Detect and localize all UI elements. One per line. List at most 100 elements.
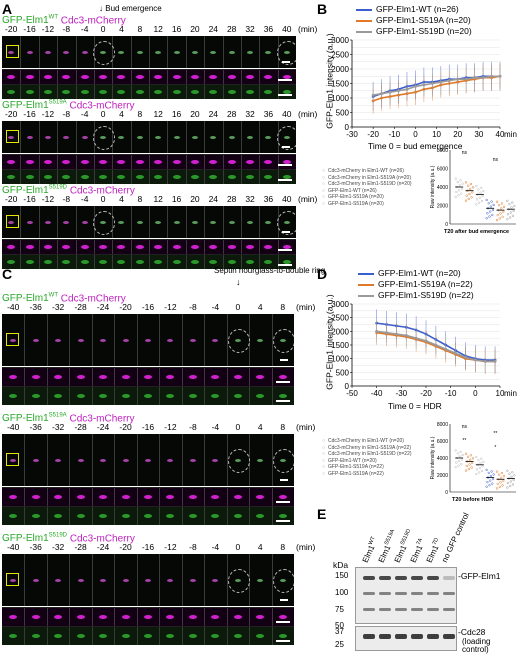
time-tick-label: 24	[208, 24, 219, 34]
y-tick-label: 1500	[331, 341, 349, 350]
mw-marker: 50	[335, 621, 344, 630]
inset-point	[469, 182, 473, 186]
elm1-signal	[76, 514, 85, 518]
septin-signal	[246, 245, 255, 249]
inset-point	[467, 467, 470, 471]
y-tick-label: 0	[345, 123, 350, 132]
inset-point	[481, 194, 484, 198]
time-tick-label: -20	[5, 109, 18, 119]
inset-point	[471, 457, 475, 460]
septin-signal	[282, 160, 291, 164]
elm1-signal	[135, 260, 144, 264]
background-band	[395, 592, 407, 595]
time-ticks: -40 -36 -32 -28 -24 -20 -16 -12 -8 -4 0 4 8	[2, 422, 294, 432]
time-tick-label: 32	[245, 24, 255, 34]
time-tick-label: -28	[74, 302, 87, 312]
time-tick-label: -28	[74, 422, 87, 432]
time-tick-label: -4	[211, 302, 220, 312]
x-tick-label: 30	[474, 130, 483, 139]
scale-bar	[278, 249, 292, 251]
lane-variant: 7A	[415, 537, 424, 547]
elm1-signal	[99, 394, 108, 398]
septin-signal	[264, 160, 273, 164]
y-tick-label: 4000	[437, 185, 448, 191]
row-title: GFP-Elm1S519D Cdc3-mCherry	[2, 182, 135, 197]
data-point	[490, 74, 493, 78]
septin-signal	[190, 75, 199, 79]
signal-spot	[55, 339, 62, 342]
inset-point	[513, 474, 516, 477]
signal-spot	[100, 221, 107, 224]
signal-spot	[283, 221, 290, 224]
septin-signal	[227, 75, 236, 79]
inset-point	[471, 191, 474, 194]
time-tick-label: 28	[226, 194, 237, 204]
time-tick-label: -20	[5, 24, 18, 34]
septin-signal	[9, 375, 18, 379]
signal-spot	[81, 51, 88, 54]
lane-variant: S519A	[383, 528, 397, 547]
septin-signal	[62, 245, 71, 249]
elm1-signal	[211, 514, 220, 518]
elm1-signal	[7, 260, 16, 264]
mcherry-label: Cdc3-mCherry	[69, 100, 135, 112]
time-tick-label: -16	[23, 109, 36, 119]
elm1-signal	[7, 175, 16, 179]
inset-point	[498, 485, 501, 489]
y-tick-label: 1000	[331, 94, 349, 103]
inset-point	[460, 192, 463, 195]
time-tick-label: 4	[257, 422, 263, 432]
inset-point	[488, 484, 491, 487]
panel-b-inset-xlabel: T20 after bud emergence	[444, 229, 510, 235]
signal-spot	[118, 136, 125, 139]
time-tick-label: -12	[41, 109, 55, 119]
x-tick-label: -30	[396, 389, 408, 398]
scale-bar	[280, 359, 288, 361]
elm1-signal	[246, 90, 255, 94]
inset-point	[467, 197, 470, 201]
merged-timelapse-strip	[2, 121, 296, 153]
inset-point	[508, 216, 512, 219]
signal-spot	[173, 51, 180, 54]
time-tick-label: 8	[137, 109, 143, 119]
gfp-variant: S519D	[48, 533, 68, 539]
time-tick-label: -20	[119, 542, 132, 552]
septin-signal	[25, 75, 34, 79]
inset-point	[469, 454, 473, 457]
inset-point	[461, 453, 464, 457]
septin-signal	[43, 245, 52, 249]
elm1-signal	[31, 634, 40, 638]
data-point	[414, 85, 417, 88]
background-band	[427, 592, 439, 595]
inset-point	[489, 210, 492, 213]
scale-bar	[280, 479, 288, 481]
signal-spot	[228, 221, 235, 224]
inset-point	[464, 452, 468, 455]
time-tick-label: -40	[7, 302, 20, 312]
significance-label: ns	[493, 157, 499, 163]
septin-signal	[154, 160, 163, 164]
roi-box	[6, 453, 19, 466]
inset-point	[491, 482, 494, 485]
septin-signal	[209, 75, 218, 79]
signal-spot	[8, 51, 15, 54]
inset-point	[506, 469, 509, 472]
elm1-signal	[121, 634, 130, 638]
gfp-variant: S519A	[48, 100, 67, 106]
time-tick-label: 28	[226, 109, 237, 119]
panel-b-legend: GFP-Elm1-WT (n=26) GFP-Elm1-S519A (n=20)…	[356, 4, 472, 37]
x-tick-label: 0	[473, 389, 478, 398]
inset-point	[471, 186, 475, 189]
elm1-signal	[99, 260, 108, 264]
signal-spot	[212, 459, 219, 462]
elm1-signal	[99, 175, 108, 179]
row-title: GFP-Elm1S519A Cdc3-mCherry	[2, 410, 134, 425]
elm1-signal	[166, 514, 175, 518]
time-tick-label: -12	[164, 302, 177, 312]
septin-signal	[31, 495, 40, 499]
septin-signal	[76, 375, 85, 379]
signal-spot	[55, 579, 62, 582]
septin-signal	[31, 375, 40, 379]
gfp-label: GFP-Elm1WT	[2, 293, 58, 305]
cell-outline	[93, 126, 116, 150]
